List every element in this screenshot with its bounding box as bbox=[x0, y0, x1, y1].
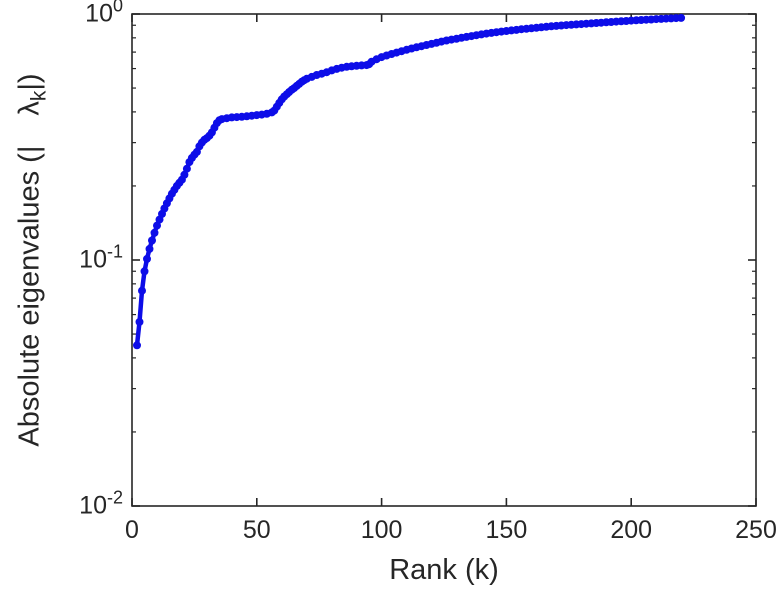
data-point bbox=[182, 164, 191, 173]
y-axis-label: Absolute eigenvalues (| λk|) bbox=[13, 73, 51, 447]
data-point bbox=[677, 13, 686, 22]
data-point bbox=[148, 236, 156, 245]
data-point bbox=[153, 221, 161, 230]
x-axis-label: Rank (k) bbox=[389, 554, 499, 586]
x-tick-label: 150 bbox=[485, 516, 528, 544]
data-point bbox=[150, 228, 159, 237]
data-point bbox=[135, 317, 144, 326]
x-tick-label: 50 bbox=[242, 516, 271, 544]
x-tick-label: 200 bbox=[610, 516, 653, 544]
y-tick-label: 100 bbox=[85, 0, 123, 29]
data-point bbox=[140, 267, 149, 276]
y-tick-base: 10 bbox=[79, 245, 107, 274]
data-point bbox=[145, 244, 154, 253]
y-tick-label: 10-1 bbox=[79, 242, 123, 275]
y-axis-label-text: Absolute eigenvalues (| bbox=[13, 145, 46, 447]
x-tick-label: 250 bbox=[735, 516, 777, 544]
y-tick-label: 10-2 bbox=[79, 488, 123, 521]
y-tick-exponent: -1 bbox=[106, 241, 123, 262]
axis-box bbox=[131, 13, 757, 507]
data-point bbox=[133, 341, 141, 350]
y-tick-base: 10 bbox=[79, 491, 107, 520]
x-tick-label: 100 bbox=[360, 516, 403, 544]
absolute-eigenvalues-series bbox=[133, 13, 686, 350]
y-tick-exponent: -2 bbox=[106, 487, 123, 508]
y-tick-exponent: 0 bbox=[112, 0, 123, 16]
data-point bbox=[143, 254, 151, 263]
x-tick-label: 0 bbox=[125, 516, 139, 544]
y-tick-base: 10 bbox=[85, 0, 113, 28]
data-point bbox=[138, 286, 146, 295]
lambda-symbol: λ bbox=[13, 101, 46, 116]
data-line bbox=[134, 15, 684, 348]
lambda-subscript: k bbox=[27, 90, 51, 102]
data-point bbox=[180, 170, 189, 179]
y-axis-label-suffix: |) bbox=[13, 73, 46, 91]
